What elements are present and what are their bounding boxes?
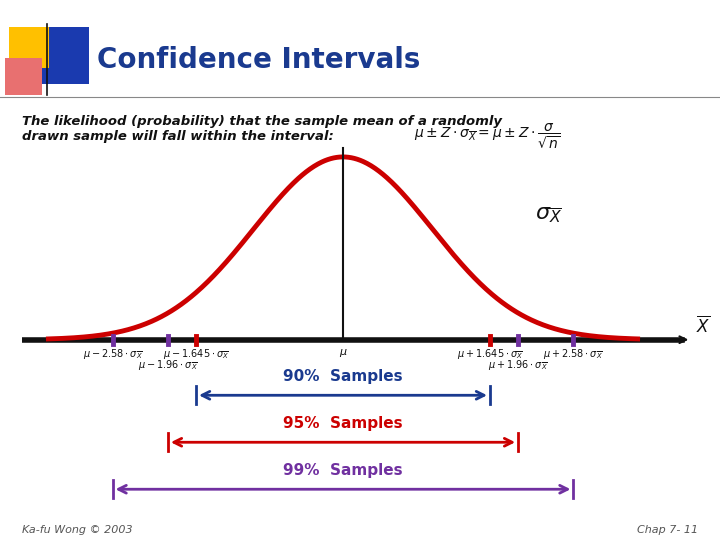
Text: The likelihood (probability) that the sample mean of a randomly: The likelihood (probability) that the sa… — [22, 115, 502, 128]
Text: 99%  Samples: 99% Samples — [283, 463, 402, 478]
Text: $\mu+2.58\cdot\sigma_{\overline{X}}$: $\mu+2.58\cdot\sigma_{\overline{X}}$ — [544, 347, 603, 361]
Text: $\overline{X}$: $\overline{X}$ — [696, 315, 710, 336]
Text: 90%  Samples: 90% Samples — [283, 369, 402, 384]
Text: Ka-fu Wong © 2003: Ka-fu Wong © 2003 — [22, 524, 132, 535]
Text: $\sigma_{\overline{X}}$: $\sigma_{\overline{X}}$ — [535, 205, 562, 225]
Text: $\mu$: $\mu$ — [338, 347, 347, 359]
Text: 95%  Samples: 95% Samples — [283, 416, 402, 431]
Text: $\mu+1.645\cdot\sigma_{\overline{X}}$: $\mu+1.645\cdot\sigma_{\overline{X}}$ — [457, 347, 523, 361]
Text: Confidence Intervals: Confidence Intervals — [97, 46, 420, 75]
Text: drawn sample will fall within the interval:: drawn sample will fall within the interv… — [22, 130, 333, 143]
Text: $\mu-1.96\cdot\sigma_{\overline{X}}$: $\mu-1.96\cdot\sigma_{\overline{X}}$ — [138, 358, 198, 372]
Text: $\mu\pm Z\cdot\sigma_{\overline{X}}=\mu\pm Z\cdot\dfrac{\sigma}{\sqrt{n}}$: $\mu\pm Z\cdot\sigma_{\overline{X}}=\mu\… — [414, 122, 561, 151]
Text: $\mu+1.96\cdot\sigma_{\overline{X}}$: $\mu+1.96\cdot\sigma_{\overline{X}}$ — [488, 358, 548, 372]
Text: $\mu-1.645\cdot\sigma_{\overline{X}}$: $\mu-1.645\cdot\sigma_{\overline{X}}$ — [163, 347, 229, 361]
Text: $\mu-2.58\cdot\sigma_{\overline{X}}$: $\mu-2.58\cdot\sigma_{\overline{X}}$ — [83, 347, 143, 361]
Text: Chap 7- 11: Chap 7- 11 — [637, 524, 698, 535]
